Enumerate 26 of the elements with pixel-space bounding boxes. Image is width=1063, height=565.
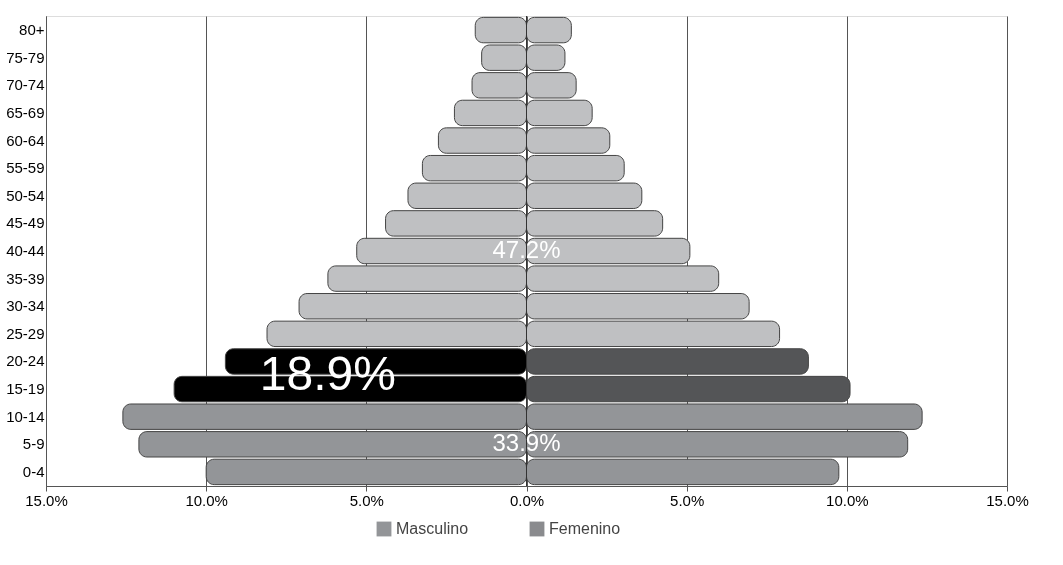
legend-label: Masculino xyxy=(396,520,469,537)
x-tick-label: 10.0% xyxy=(826,491,869,509)
y-tick-label: 80+ xyxy=(19,21,45,39)
y-tick-label: 55-59 xyxy=(6,159,45,177)
x-tick-label: 0.0% xyxy=(509,491,545,509)
y-tick-label: 15-19 xyxy=(6,380,45,398)
y-tick-label: 75-79 xyxy=(6,48,45,66)
x-tick-label: 15.0% xyxy=(986,491,1029,509)
x-tick-label: 5.0% xyxy=(670,491,705,509)
y-tick-label: 5-9 xyxy=(22,435,45,453)
y-tick-label: 50-54 xyxy=(6,186,45,204)
y-tick-label: 35-39 xyxy=(6,269,45,287)
y-tick-label: 0-4 xyxy=(22,462,45,480)
legend-label: Femenino xyxy=(549,520,621,537)
y-tick-label: 30-34 xyxy=(6,297,45,315)
y-tick-label: 45-49 xyxy=(6,214,45,232)
x-tick-label: 15.0% xyxy=(25,491,68,509)
y-tick-label: 60-64 xyxy=(6,131,45,149)
x-tick-label: 5.0% xyxy=(349,491,384,509)
y-tick-label: 20-24 xyxy=(6,352,45,370)
y-tick-label: 40-44 xyxy=(6,242,45,259)
y-tick-label: 70-74 xyxy=(6,76,45,94)
y-tick-label: 65-69 xyxy=(6,103,45,121)
y-tick-label: 10-14 xyxy=(6,407,45,425)
x-tick-label: 10.0% xyxy=(185,491,228,509)
y-tick-label: 25-29 xyxy=(6,324,45,342)
